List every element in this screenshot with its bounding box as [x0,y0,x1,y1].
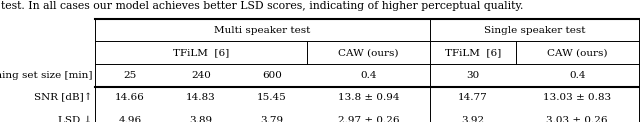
Text: 0.4: 0.4 [569,71,586,80]
Text: 14.83: 14.83 [186,93,216,102]
Text: Single speaker test: Single speaker test [484,26,585,35]
Text: CAW (ours): CAW (ours) [547,48,607,57]
Text: 14.77: 14.77 [458,93,488,102]
Text: 25: 25 [124,71,137,80]
Text: 4.96: 4.96 [118,116,141,122]
Text: 240: 240 [191,71,211,80]
Text: 3.79: 3.79 [260,116,284,122]
Text: TFiLM  [6]: TFiLM [6] [445,48,501,57]
Text: 30: 30 [467,71,479,80]
Text: 3.89: 3.89 [189,116,212,122]
Text: Training set size [min]: Training set size [min] [0,71,92,80]
Text: 14.66: 14.66 [115,93,145,102]
Text: TFiLM  [6]: TFiLM [6] [173,48,229,57]
Text: 3.03 ± 0.26: 3.03 ± 0.26 [547,116,608,122]
Text: 600: 600 [262,71,282,80]
Text: 15.45: 15.45 [257,93,287,102]
Text: 2.97 ± 0.26: 2.97 ± 0.26 [338,116,399,122]
Text: SNR [dB]↑: SNR [dB]↑ [34,93,92,102]
Text: Multi speaker test: Multi speaker test [214,26,310,35]
Text: test. In all cases our model achieves better LSD scores, indicating of higher pe: test. In all cases our model achieves be… [1,1,524,11]
Text: LSD ↓: LSD ↓ [58,116,92,122]
Text: 3.92: 3.92 [461,116,484,122]
Text: CAW (ours): CAW (ours) [339,48,399,57]
Text: 13.03 ± 0.83: 13.03 ± 0.83 [543,93,611,102]
Text: 13.8 ± 0.94: 13.8 ± 0.94 [338,93,399,102]
Text: 0.4: 0.4 [360,71,377,80]
